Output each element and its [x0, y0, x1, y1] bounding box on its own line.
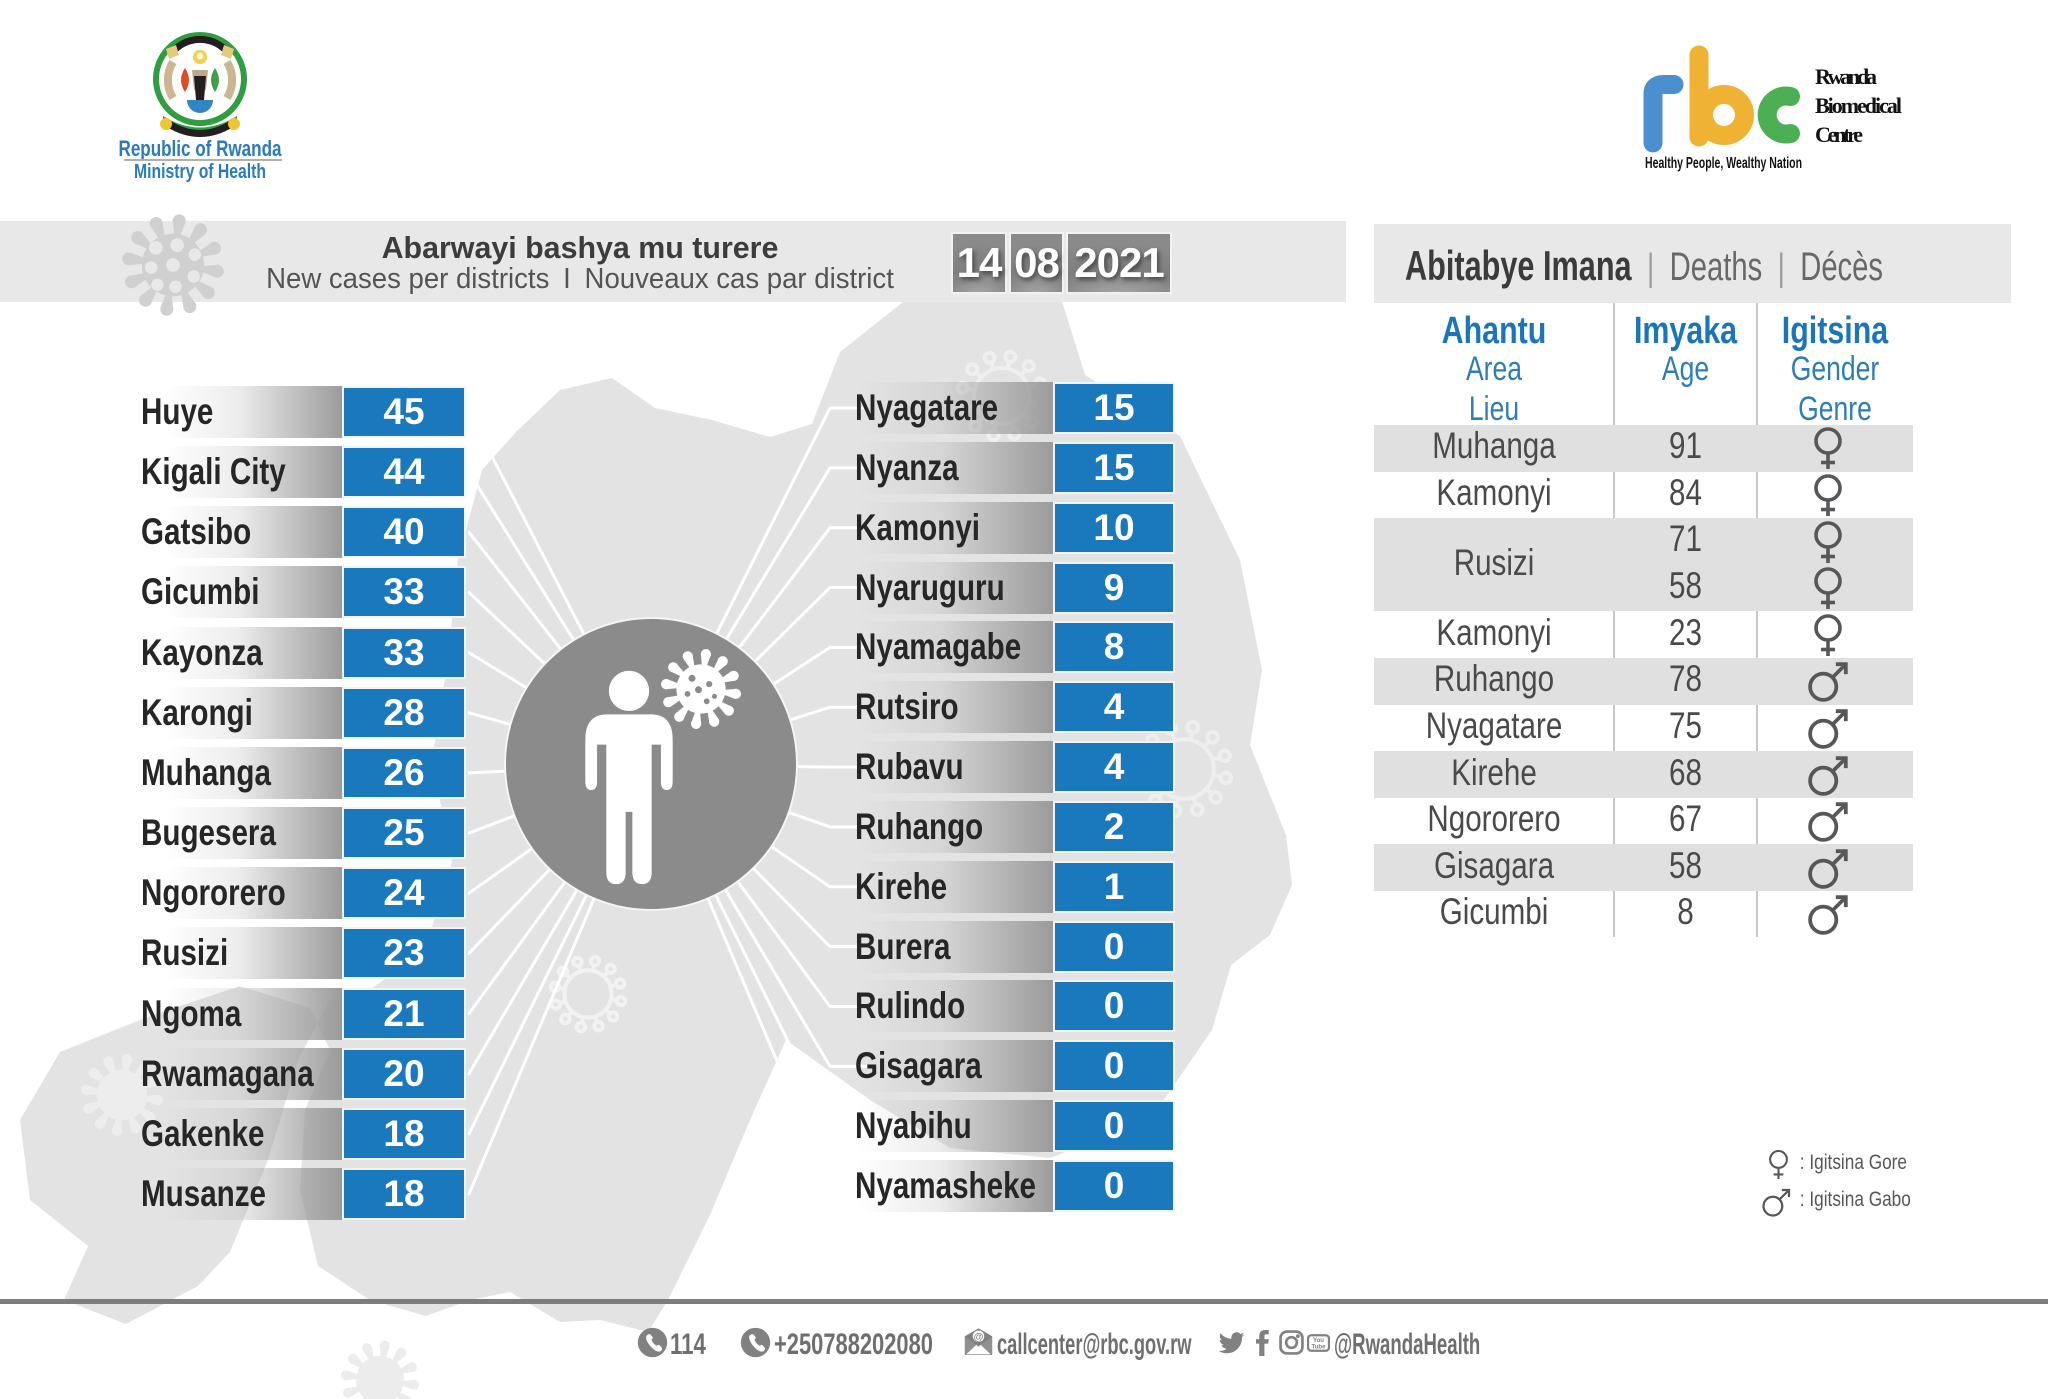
svg-text:Republic of Rwanda: Republic of Rwanda: [119, 136, 283, 161]
svg-text:Tube: Tube: [1311, 1344, 1326, 1351]
svg-text:Ministry of Health: Ministry of Health: [134, 161, 266, 183]
svg-text:Healthy People, Wealthy Nation: Healthy People, Wealthy Nation: [1645, 155, 1802, 172]
svg-text:@: @: [974, 1332, 984, 1343]
svg-text:Biomedical: Biomedical: [1815, 93, 1902, 118]
svg-text:You: You: [1313, 1337, 1324, 1344]
svg-text:Rwanda: Rwanda: [1815, 64, 1877, 89]
svg-text:Centre: Centre: [1815, 122, 1863, 147]
